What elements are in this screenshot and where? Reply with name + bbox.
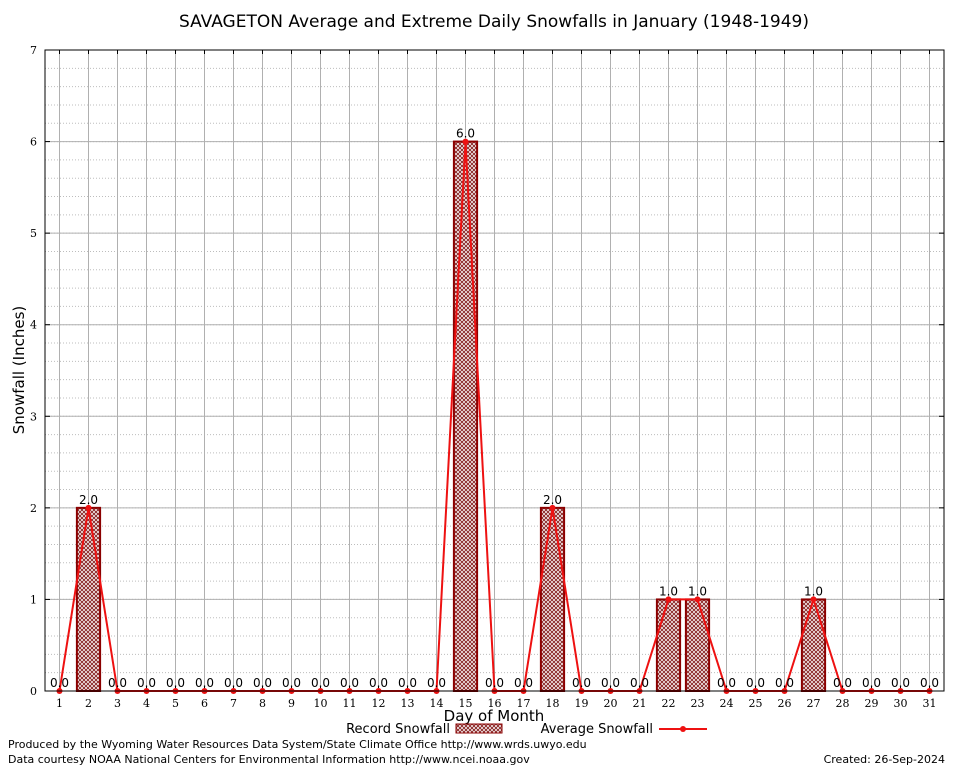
value-label: 0.0: [630, 676, 649, 690]
x-tick-label: 27: [807, 697, 821, 710]
value-label: 0.0: [195, 676, 214, 690]
y-axis-ticks: 0 1 2 3 4 5 6 7: [30, 44, 944, 698]
legend-average-marker: [680, 726, 686, 732]
x-tick-label: 7: [230, 697, 237, 710]
x-tick-label: 4: [143, 697, 150, 710]
x-tick-label: 11: [343, 697, 357, 710]
value-label: 0.0: [920, 676, 939, 690]
x-tick-label: 21: [633, 697, 647, 710]
legend: Record Snowfall Average Snowfall: [346, 722, 707, 737]
value-label: 0.0: [775, 676, 794, 690]
value-label: 0.0: [108, 676, 127, 690]
plot-frame: [44, 49, 945, 692]
value-label: 0.0: [369, 676, 388, 690]
y-tick-label: 7: [30, 44, 37, 57]
footer-created-date: Created: 26-Sep-2024: [824, 753, 945, 766]
x-tick-label: 30: [894, 697, 908, 710]
x-tick-label: 26: [778, 697, 792, 710]
value-label: 0.0: [224, 676, 243, 690]
y-axis-label: Snowfall (Inches): [10, 306, 28, 434]
x-tick-label: 1: [56, 697, 63, 710]
record-bar: [539, 506, 566, 692]
x-tick-label: 18: [546, 697, 560, 710]
value-label: 0.0: [862, 676, 881, 690]
x-tick-label: 10: [314, 697, 328, 710]
x-tick-label: 31: [923, 697, 937, 710]
record-bars: [75, 140, 827, 693]
value-label: 0.0: [253, 676, 272, 690]
value-label: 0.0: [398, 676, 417, 690]
value-label: 0.0: [514, 676, 533, 690]
x-tick-label: 24: [720, 697, 734, 710]
value-label: 0.0: [282, 676, 301, 690]
x-tick-label: 9: [288, 697, 295, 710]
value-label: 0.0: [746, 676, 765, 690]
x-tick-label: 13: [401, 697, 415, 710]
value-label: 0.0: [50, 676, 69, 690]
x-tick-label: 25: [749, 697, 763, 710]
x-tick-label: 15: [459, 697, 473, 710]
y-tick-label: 4: [30, 319, 37, 332]
x-tick-label: 2: [85, 697, 92, 710]
record-bar: [75, 506, 102, 692]
footer-data-courtesy: Data courtesy NOAA National Centers for …: [8, 753, 530, 766]
x-tick-label: 14: [430, 697, 444, 710]
value-label: 0.0: [891, 676, 910, 690]
chart-title: SAVAGETON Average and Extreme Daily Snow…: [179, 12, 809, 32]
average-point: [462, 138, 469, 145]
record-bar: [800, 598, 827, 693]
value-label: 1.0: [804, 584, 823, 598]
y-tick-label: 0: [30, 685, 37, 698]
value-label: 6.0: [456, 127, 475, 141]
value-label: 0.0: [340, 676, 359, 690]
average-point: [85, 504, 92, 511]
x-tick-label: 22: [662, 697, 676, 710]
x-tick-label: 3: [114, 697, 121, 710]
x-tick-label: 6: [201, 697, 208, 710]
record-bar: [452, 140, 479, 693]
legend-record-swatch: [455, 723, 503, 734]
x-tick-label: 5: [172, 697, 179, 710]
y-tick-label: 5: [30, 227, 37, 240]
legend-record-label: Record Snowfall: [346, 722, 450, 737]
value-label: 2.0: [79, 493, 98, 507]
legend-average-label: Average Snowfall: [541, 722, 653, 737]
footer-produced-by: Produced by the Wyoming Water Resources …: [8, 738, 587, 751]
x-tick-label: 12: [372, 697, 386, 710]
x-tick-label: 28: [836, 697, 850, 710]
x-tick-label: 23: [691, 697, 705, 710]
value-label: 0.0: [601, 676, 620, 690]
value-label: 0.0: [137, 676, 156, 690]
value-label: 0.0: [717, 676, 736, 690]
x-tick-label: 20: [604, 697, 618, 710]
y-tick-label: 1: [30, 593, 37, 606]
value-label: 2.0: [543, 493, 562, 507]
value-label: 1.0: [688, 584, 707, 598]
x-tick-label: 19: [575, 697, 589, 710]
x-tick-label: 16: [488, 697, 502, 710]
value-label: 0.0: [572, 676, 591, 690]
x-tick-label: 8: [259, 697, 266, 710]
value-label: 0.0: [427, 676, 446, 690]
record-bar: [655, 598, 682, 693]
y-tick-label: 6: [30, 136, 37, 149]
value-label: 0.0: [311, 676, 330, 690]
value-label: 0.0: [485, 676, 504, 690]
record-bar: [684, 598, 711, 693]
average-point: [694, 596, 701, 603]
value-labels: 0.0 2.0 0.0 0.0 0.0 0.0 0.0 0.0 0.0 0.0 0.0 0.0 0.0 0…: [50, 127, 939, 690]
average-point: [665, 596, 672, 603]
value-label: 1.0: [659, 584, 678, 598]
y-tick-label: 2: [30, 502, 37, 515]
x-axis-label: Day of Month: [444, 707, 545, 725]
y-tick-label: 3: [30, 410, 37, 423]
value-label: 0.0: [166, 676, 185, 690]
x-tick-label: 17: [517, 697, 531, 710]
average-point: [810, 596, 817, 603]
value-label: 0.0: [833, 676, 852, 690]
average-point: [549, 504, 556, 511]
x-tick-label: 29: [865, 697, 879, 710]
